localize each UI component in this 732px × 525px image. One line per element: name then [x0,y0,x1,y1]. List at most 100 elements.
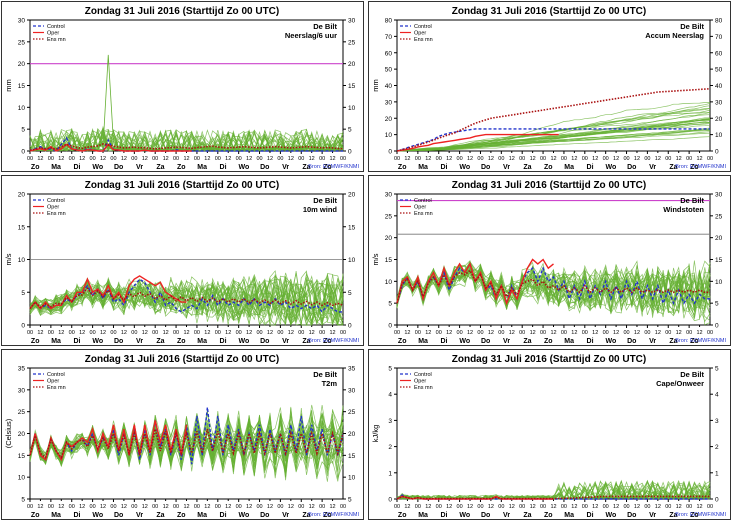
ytick-label-right: 40 [715,83,723,90]
ensemble-member-line [396,268,711,323]
ytick-label-right: 70 [715,34,723,41]
ytick-label-right: 1 [715,470,719,477]
series-ens-mn [396,269,710,304]
hour-label: 00 [582,504,588,510]
day-label: Ma [51,164,61,171]
hour-label: 12 [225,156,231,162]
ytick-label-left: 10 [18,257,26,264]
hour-label: 00 [436,156,442,162]
hour-label: 12 [37,156,43,162]
ytick-label-left: 20 [18,431,26,438]
hour-label: 00 [498,330,504,336]
hour-label: 00 [194,504,200,510]
hour-label: 00 [215,330,221,336]
hour-label: 00 [236,156,242,162]
ytick-label-right: 3 [715,418,719,425]
legend-label: Oper [47,205,59,211]
hour-label: 12 [571,504,577,510]
hour-label: 12 [163,156,169,162]
hour-label: 00 [256,156,262,162]
hour-label: 12 [404,504,410,510]
hour-label: 00 [173,504,179,510]
source-label: Bron: ECMWF/KNMI [675,164,726,170]
ytick-label-left: 20 [385,116,393,123]
y-axis-label: (Celsius) [4,418,13,448]
station-label: De Bilt [680,22,704,31]
series-ens-mn [29,428,344,460]
hour-label: 12 [697,504,703,510]
hour-label: 00 [256,330,262,336]
day-label: Zo [690,512,699,519]
hour-label: 00 [644,504,650,510]
day-label: Za [669,164,677,171]
hour-label: 00 [27,156,33,162]
hour-label: 12 [58,504,64,510]
hour-label: 12 [550,330,556,336]
series-control [29,407,344,465]
chart-svg: Zondag 31 Juli 2016 (Starttijd Zo 00 UTC… [371,6,726,171]
hour-label: 00 [110,156,116,162]
hour-label: 00 [540,330,546,336]
hour-label: 12 [267,504,273,510]
legend-label: Ens mn [47,211,66,217]
hour-label: 00 [194,156,200,162]
series-ens-mn [396,495,710,500]
source-label: Bron: ECMWF/KNMI [308,338,359,344]
hour-label: 00 [665,330,671,336]
hour-label: 12 [309,156,315,162]
hour-label: 12 [404,330,410,336]
hour-label: 00 [436,504,442,510]
hour-label: 00 [319,156,325,162]
day-label: Do [260,164,269,171]
day-label: Vr [282,164,289,171]
hour-label: 00 [69,156,75,162]
ytick-label-right: 5 [348,497,352,504]
hour-label: 00 [623,156,629,162]
hour-label: 12 [288,504,294,510]
ensemble-member-line [102,54,114,147]
hour-label: 00 [477,156,483,162]
day-label: Ma [418,512,428,519]
hour-label: 00 [340,156,346,162]
day-label: Wo [239,512,250,519]
hour-label: 12 [488,330,494,336]
hour-label: 00 [707,330,713,336]
hour-label: 00 [686,504,692,510]
station-label: De Bilt [313,370,337,379]
hour-label: 00 [603,156,609,162]
hour-label: 00 [707,504,713,510]
hour-label: 12 [467,504,473,510]
source-label: Bron: ECMWF/KNMI [675,512,726,518]
hour-label: 00 [394,330,400,336]
hour-label: 12 [142,330,148,336]
ytick-label-right: 2 [715,444,719,451]
series-ens-mn [396,88,711,152]
ytick-label-right: 15 [715,257,723,264]
hour-label: 00 [90,504,96,510]
hour-label: 00 [540,504,546,510]
series-oper [29,275,187,310]
ytick-label-right: 10 [348,475,356,482]
hour-label: 00 [173,156,179,162]
day-label: Ma [564,338,574,345]
y-axis-label: kJ/kg [371,425,380,443]
ytick-label-left: 15 [18,453,26,460]
series-control [396,128,710,152]
ensemble-members [29,54,344,153]
legend-label: Ens mn [414,37,433,43]
day-label: Zo [544,512,553,519]
hour-label: 00 [498,504,504,510]
y-axis-label: mm [371,79,380,92]
ensemble-member-line [29,280,344,324]
ytick-label-right: 20 [715,235,723,242]
hour-label: 00 [582,330,588,336]
hour-label: 12 [309,330,315,336]
hour-label: 12 [697,156,703,162]
chart-svg: Zondag 31 Juli 2016 (Starttijd Zo 00 UTC… [371,180,726,345]
ytick-label-left: 70 [385,34,393,41]
ytick-label-right: 50 [715,67,723,74]
day-label: Vr [136,164,143,171]
hour-label: 00 [152,156,158,162]
